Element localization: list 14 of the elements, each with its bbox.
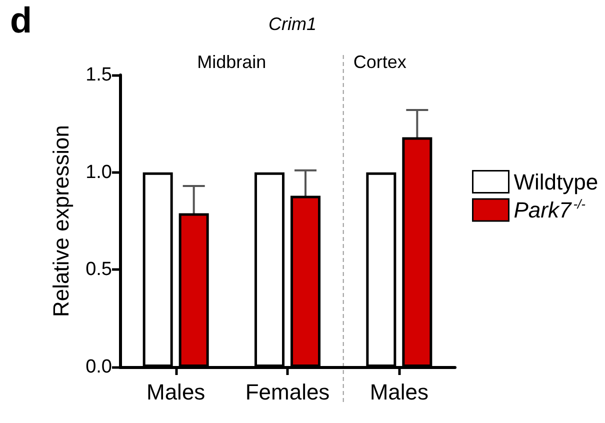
x-tick-label: Males — [370, 380, 429, 404]
legend-label: Park7-/- — [514, 196, 586, 222]
legend-label: Wildtype — [514, 169, 598, 194]
y-tick-label: 0.0 — [86, 356, 112, 378]
x-tick-label: Males — [146, 380, 206, 404]
text: d — [10, 0, 32, 40]
y-tick-label: 1.0 — [86, 162, 112, 183]
chart-title: Crim1 — [268, 14, 316, 34]
text: Midbrain — [197, 52, 266, 72]
y-axis-title: Relative expression — [48, 125, 74, 317]
y-tick-label: 1.5 — [86, 64, 112, 86]
x-tick-label: Females — [245, 380, 330, 404]
y-tick-label: 0.5 — [86, 259, 112, 280]
text: Cortex — [353, 52, 406, 72]
